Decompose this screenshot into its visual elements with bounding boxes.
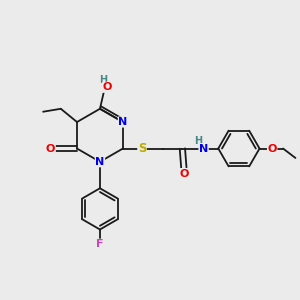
Text: O: O (103, 82, 112, 92)
Text: O: O (46, 143, 55, 154)
Text: N: N (118, 117, 128, 127)
Text: O: O (268, 143, 277, 154)
Text: S: S (138, 142, 146, 155)
Text: H: H (99, 75, 107, 85)
Text: N: N (95, 157, 105, 167)
Text: O: O (179, 169, 188, 178)
Text: N: N (199, 143, 208, 154)
Text: H: H (194, 136, 202, 146)
Text: F: F (96, 239, 104, 249)
